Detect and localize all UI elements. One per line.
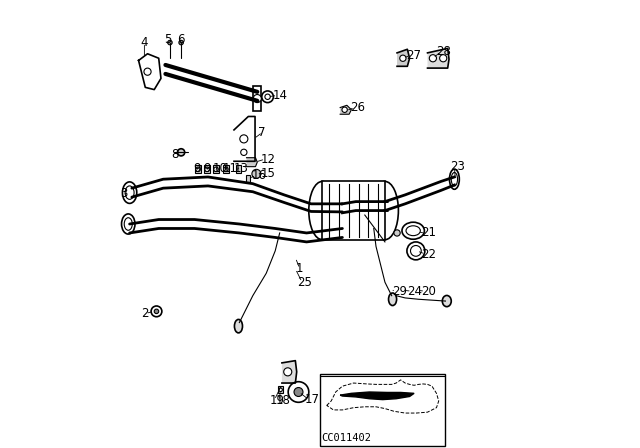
Text: 24: 24 xyxy=(407,284,422,298)
Bar xyxy=(204,165,210,173)
Polygon shape xyxy=(246,158,257,167)
Bar xyxy=(320,374,445,446)
Circle shape xyxy=(294,388,303,396)
Ellipse shape xyxy=(442,296,451,307)
Text: 7: 7 xyxy=(258,125,266,139)
Ellipse shape xyxy=(406,226,420,236)
Text: 25: 25 xyxy=(298,276,312,289)
Circle shape xyxy=(394,230,400,236)
Bar xyxy=(213,165,219,173)
Ellipse shape xyxy=(402,222,424,239)
Circle shape xyxy=(265,94,270,99)
Bar xyxy=(223,165,229,173)
Circle shape xyxy=(177,149,185,156)
Text: 12: 12 xyxy=(261,152,276,166)
Ellipse shape xyxy=(449,169,460,189)
Circle shape xyxy=(214,167,218,172)
Text: 15: 15 xyxy=(261,167,276,180)
Text: 2: 2 xyxy=(141,307,148,320)
Circle shape xyxy=(240,135,248,143)
Circle shape xyxy=(284,368,292,376)
Circle shape xyxy=(196,167,200,172)
Bar xyxy=(278,386,283,393)
Circle shape xyxy=(253,95,261,103)
Ellipse shape xyxy=(125,186,134,199)
Text: 11: 11 xyxy=(222,161,237,175)
Circle shape xyxy=(241,149,247,155)
Circle shape xyxy=(407,242,425,260)
Text: 8: 8 xyxy=(172,148,179,161)
Circle shape xyxy=(342,107,348,112)
Circle shape xyxy=(262,91,273,103)
Circle shape xyxy=(252,169,261,178)
Polygon shape xyxy=(340,105,351,114)
Bar xyxy=(253,86,261,111)
Text: 16: 16 xyxy=(252,169,267,182)
Bar xyxy=(246,175,250,182)
Polygon shape xyxy=(397,49,410,66)
Text: 4: 4 xyxy=(140,36,147,49)
Circle shape xyxy=(168,40,172,45)
Circle shape xyxy=(144,68,151,75)
Text: 13: 13 xyxy=(234,161,249,175)
Text: CC011402: CC011402 xyxy=(321,433,371,443)
Circle shape xyxy=(429,55,436,62)
Circle shape xyxy=(224,167,228,172)
Circle shape xyxy=(410,246,421,256)
Circle shape xyxy=(400,55,406,61)
Text: 22: 22 xyxy=(421,247,436,261)
Ellipse shape xyxy=(122,214,135,234)
Polygon shape xyxy=(282,361,297,383)
Text: 3: 3 xyxy=(121,187,128,200)
Circle shape xyxy=(279,388,282,392)
Circle shape xyxy=(205,167,209,172)
Text: 20: 20 xyxy=(421,284,436,298)
Circle shape xyxy=(179,40,184,45)
Ellipse shape xyxy=(124,218,132,230)
Text: 17: 17 xyxy=(305,393,319,406)
Text: 6: 6 xyxy=(177,33,185,46)
Text: 19: 19 xyxy=(270,393,285,407)
Ellipse shape xyxy=(234,319,243,333)
Ellipse shape xyxy=(451,172,458,186)
Text: 14: 14 xyxy=(273,89,288,102)
Bar xyxy=(236,165,241,173)
Text: 23: 23 xyxy=(450,160,465,173)
Text: 9: 9 xyxy=(194,161,201,175)
Text: 27: 27 xyxy=(406,48,421,62)
Circle shape xyxy=(440,55,447,62)
Text: 28: 28 xyxy=(436,45,451,58)
FancyBboxPatch shape xyxy=(322,181,385,240)
Circle shape xyxy=(288,382,309,402)
Circle shape xyxy=(151,306,162,317)
Text: 10: 10 xyxy=(212,161,227,175)
Polygon shape xyxy=(340,392,414,400)
Ellipse shape xyxy=(122,182,137,203)
Bar xyxy=(195,165,201,173)
Text: 29: 29 xyxy=(392,284,406,298)
Text: 26: 26 xyxy=(351,101,365,114)
Text: 21: 21 xyxy=(421,226,436,240)
Text: 18: 18 xyxy=(275,394,290,408)
Text: 5: 5 xyxy=(164,33,172,46)
Ellipse shape xyxy=(388,293,397,306)
Ellipse shape xyxy=(372,181,399,240)
Text: 9: 9 xyxy=(204,161,211,175)
Text: 1: 1 xyxy=(296,262,303,276)
Polygon shape xyxy=(428,48,449,68)
Circle shape xyxy=(154,309,159,314)
Ellipse shape xyxy=(308,181,335,240)
